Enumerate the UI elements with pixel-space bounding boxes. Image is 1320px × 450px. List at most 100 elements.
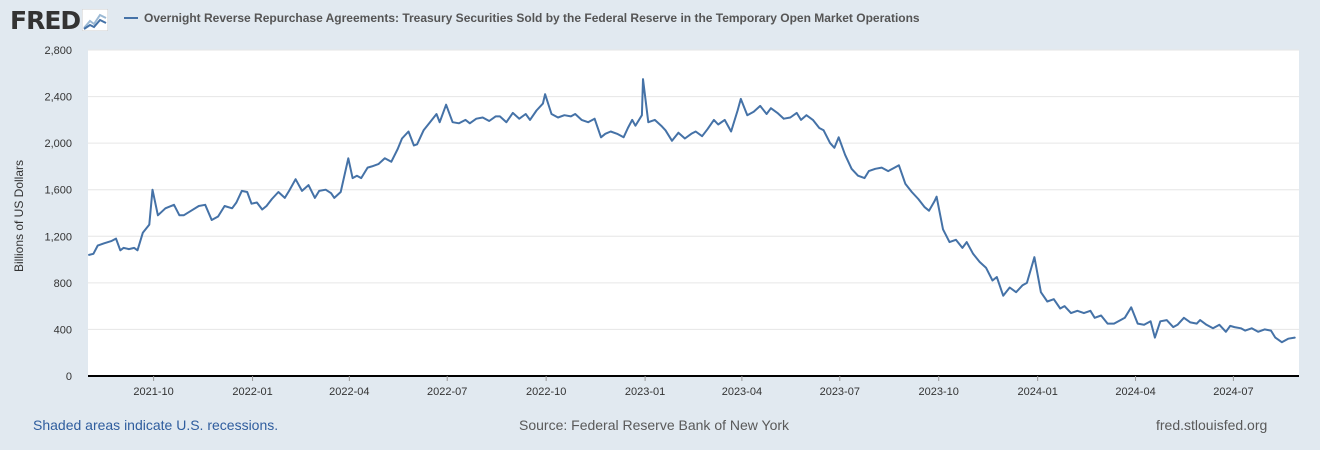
data-point xyxy=(1100,314,1102,317)
x-tick-label: 2022-07 xyxy=(427,386,467,398)
plot-area xyxy=(88,50,1299,376)
data-point xyxy=(1137,323,1139,325)
data-point xyxy=(904,183,907,185)
data-point xyxy=(991,279,994,282)
data-point xyxy=(776,112,779,114)
data-point xyxy=(955,239,957,241)
data-point xyxy=(88,254,90,256)
data-point xyxy=(111,240,113,242)
data-point xyxy=(844,154,846,156)
data-point xyxy=(482,116,484,119)
data-point xyxy=(458,122,460,124)
data-point xyxy=(766,113,768,115)
data-point xyxy=(713,119,715,121)
data-point xyxy=(224,205,226,207)
data-point xyxy=(1040,291,1042,293)
y-tick-label: 800 xyxy=(54,278,72,290)
data-point xyxy=(499,115,501,117)
data-point xyxy=(360,177,362,179)
data-point xyxy=(1233,326,1236,328)
data-point xyxy=(829,142,831,144)
x-tick-label: 2022-04 xyxy=(329,386,369,398)
data-point xyxy=(979,261,981,263)
data-point xyxy=(730,130,732,133)
data-point xyxy=(1189,321,1191,323)
data-point xyxy=(818,127,820,129)
data-point xyxy=(284,197,286,199)
data-point xyxy=(314,197,316,199)
data-point xyxy=(136,249,139,251)
y-axis-label: Billions of US Dollars xyxy=(12,160,26,272)
data-point xyxy=(525,113,527,115)
data-point xyxy=(1119,319,1122,321)
data-point xyxy=(347,157,349,159)
data-point xyxy=(445,104,447,106)
x-tick-label: 2022-01 xyxy=(232,386,272,398)
fred-logo[interactable]: FRED xyxy=(10,6,109,35)
y-tick-label: 2,800 xyxy=(44,45,72,57)
recession-note[interactable]: Shaded areas indicate U.S. recessions. xyxy=(33,417,279,433)
data-point xyxy=(384,157,386,159)
data-point xyxy=(881,167,883,169)
data-point xyxy=(1212,327,1214,329)
line-chart: 0 400 800 1,200 1,600 2,000 2,400 2,800 2021-10… xyxy=(12,45,1299,398)
y-axis: 0 400 800 1,200 1,600 2,000 2,400 2,800 xyxy=(44,45,72,383)
data-point xyxy=(1172,326,1174,328)
data-point xyxy=(1225,331,1227,333)
x-tick-label: 2024-01 xyxy=(1017,386,1057,398)
data-point xyxy=(917,198,919,200)
data-point xyxy=(119,249,121,251)
data-point xyxy=(557,116,559,119)
data-point xyxy=(961,247,964,249)
data-point xyxy=(833,147,836,149)
data-point xyxy=(211,219,213,221)
data-point xyxy=(288,190,290,192)
y-tick-label: 2,400 xyxy=(44,92,72,104)
data-point xyxy=(924,206,926,208)
data-point xyxy=(295,178,297,180)
data-point xyxy=(600,136,602,138)
data-point xyxy=(413,144,415,147)
chart-legend: Overnight Reverse Repurchase Agreements:… xyxy=(124,11,920,25)
data-point xyxy=(271,198,273,200)
data-point xyxy=(1240,327,1242,329)
data-point xyxy=(265,205,268,207)
data-point xyxy=(416,143,418,145)
data-point xyxy=(770,107,772,109)
data-point xyxy=(235,201,237,204)
data-point xyxy=(800,119,802,121)
data-point xyxy=(1270,330,1272,332)
data-point xyxy=(128,248,130,250)
data-point xyxy=(812,119,814,121)
data-point xyxy=(627,127,629,129)
x-tick-label: 2022-10 xyxy=(526,386,566,398)
x-tick-label: 2023-10 xyxy=(919,386,959,398)
x-tick-label: 2023-04 xyxy=(722,386,762,398)
data-point xyxy=(307,184,310,186)
data-point xyxy=(1107,323,1109,325)
data-point xyxy=(204,204,206,206)
data-point xyxy=(1033,256,1035,258)
data-point xyxy=(604,133,606,135)
data-point xyxy=(928,210,930,212)
data-point xyxy=(217,215,219,218)
data-point xyxy=(868,170,870,172)
data-point xyxy=(737,109,739,112)
data-point xyxy=(512,112,514,114)
data-point xyxy=(1143,324,1145,326)
data-point xyxy=(423,129,425,131)
data-point xyxy=(1059,307,1061,310)
data-point xyxy=(759,105,761,107)
data-point xyxy=(746,114,748,116)
data-point xyxy=(550,113,553,115)
data-point xyxy=(1070,312,1072,314)
site-link[interactable]: fred.stlouisfed.org xyxy=(1156,417,1268,433)
data-point xyxy=(198,205,200,207)
data-point xyxy=(1150,320,1152,322)
data-point xyxy=(452,121,454,123)
data-point xyxy=(805,114,808,116)
data-point xyxy=(1196,323,1198,325)
data-point xyxy=(1009,286,1011,289)
data-point xyxy=(429,121,431,123)
data-point xyxy=(1166,319,1168,321)
